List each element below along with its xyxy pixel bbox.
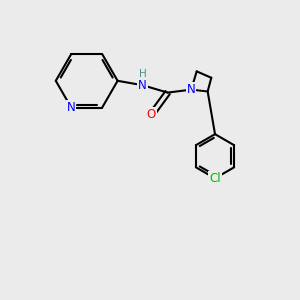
Text: O: O	[147, 108, 156, 121]
Text: H: H	[140, 69, 147, 79]
Text: Cl: Cl	[209, 172, 221, 185]
Text: N: N	[67, 101, 76, 114]
Text: N: N	[138, 79, 147, 92]
Text: N: N	[187, 83, 196, 96]
